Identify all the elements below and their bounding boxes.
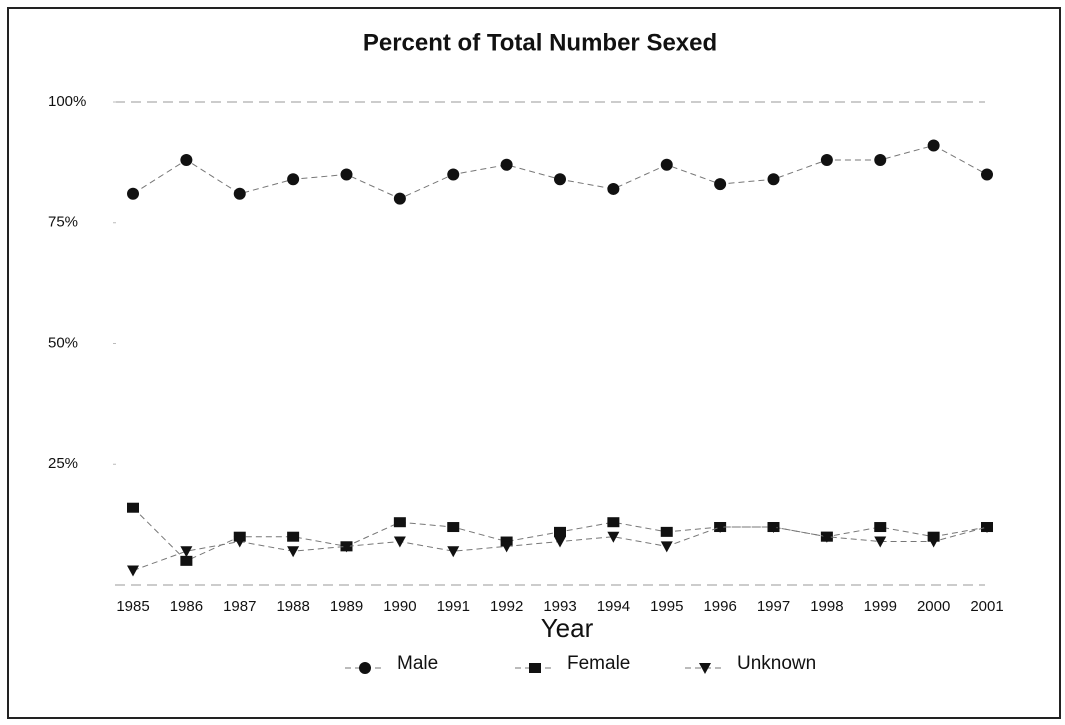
- point: [447, 522, 460, 533]
- legend-marker: [699, 663, 711, 674]
- point: [554, 526, 566, 537]
- point: [393, 192, 406, 205]
- x-tick-label: 1993: [543, 598, 576, 615]
- point: [554, 173, 566, 186]
- x-tick-label: 1985: [116, 598, 149, 615]
- point: [180, 546, 193, 558]
- point: [767, 173, 780, 186]
- point: [180, 555, 193, 566]
- point: [287, 173, 300, 186]
- point: [981, 522, 993, 534]
- point: [393, 536, 406, 548]
- point: [874, 536, 887, 548]
- point: [927, 536, 940, 548]
- legend-marker: [359, 662, 371, 674]
- x-tick-label: 1988: [276, 598, 309, 615]
- point: [660, 526, 673, 537]
- x-tick-label: 1996: [703, 598, 736, 615]
- x-tick-label: 1992: [490, 598, 523, 615]
- x-tick-label: 1997: [757, 598, 790, 615]
- point: [340, 168, 353, 181]
- point: [660, 158, 673, 171]
- x-tick-label: 1987: [223, 598, 256, 615]
- point: [820, 153, 833, 166]
- series: [127, 502, 993, 566]
- series: [127, 139, 993, 205]
- chart-title: Percent of Total Number Sexed: [363, 29, 717, 56]
- point: [607, 531, 620, 543]
- x-tick-label: 1995: [650, 598, 683, 615]
- x-tick-label: 1991: [437, 598, 470, 615]
- point: [233, 536, 246, 548]
- point: [874, 153, 887, 166]
- x-tick-label: 2000: [917, 598, 950, 615]
- point: [981, 168, 993, 181]
- point: [607, 517, 620, 528]
- point: [447, 546, 460, 558]
- y-tick-label: 50%: [48, 334, 78, 351]
- point: [714, 178, 727, 191]
- point: [340, 541, 353, 553]
- y-tick-label: 75%: [48, 214, 78, 231]
- point: [554, 536, 566, 548]
- point: [820, 531, 833, 543]
- point: [393, 517, 406, 528]
- point: [127, 187, 139, 200]
- legend-label: Female: [567, 653, 630, 674]
- series-line: [132, 144, 988, 200]
- x-axis-title: Year: [541, 613, 594, 643]
- point: [287, 546, 300, 558]
- point: [874, 522, 887, 533]
- x-tick-label: 1989: [330, 598, 363, 615]
- point: [447, 168, 460, 181]
- legend-label: Unknown: [737, 653, 816, 674]
- x-tick-label: 1986: [170, 598, 203, 615]
- point: [500, 541, 513, 553]
- x-tick-label: 1999: [864, 598, 897, 615]
- x-tick-label: 1994: [597, 598, 630, 615]
- point: [180, 153, 193, 166]
- legend-label: Male: [397, 653, 438, 674]
- y-tick-label: 100%: [48, 93, 86, 110]
- point: [927, 139, 940, 152]
- point: [287, 531, 300, 542]
- point: [660, 541, 673, 553]
- point: [500, 158, 513, 171]
- point: [607, 182, 620, 195]
- legend-marker: [529, 663, 541, 673]
- point: [714, 522, 727, 534]
- x-tick-label: 1990: [383, 598, 416, 615]
- point: [233, 187, 246, 200]
- x-tick-label: 2001: [970, 598, 1003, 615]
- point: [767, 522, 780, 534]
- series: [127, 522, 993, 577]
- y-tick-label: 25%: [48, 455, 78, 472]
- point: [127, 502, 139, 513]
- point: [127, 565, 139, 577]
- frame: [7, 7, 1061, 719]
- x-tick-label: 1998: [810, 598, 843, 615]
